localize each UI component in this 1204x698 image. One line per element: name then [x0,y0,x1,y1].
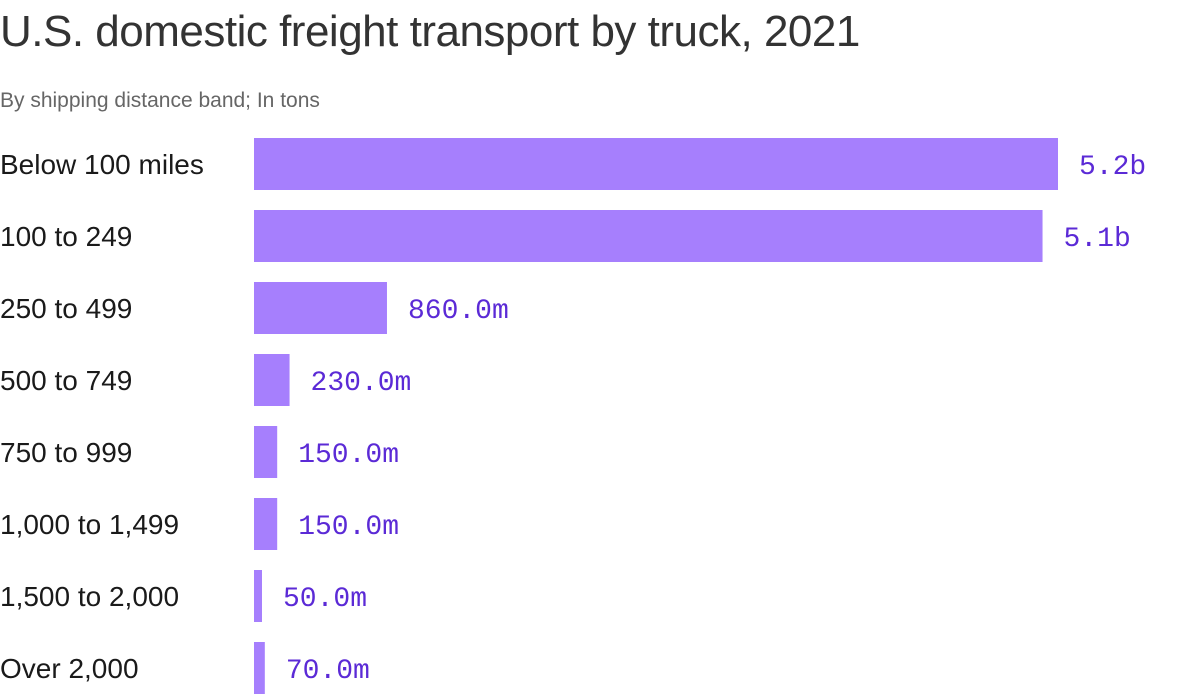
bar [254,426,278,478]
chart-title: U.S. domestic freight transport by truck… [0,7,860,56]
category-label: 250 to 499 [0,293,132,324]
category-label: 1,500 to 2,000 [0,581,179,612]
bar [254,210,1043,262]
category-label: Below 100 miles [0,149,204,180]
value-label: 150.0m [298,512,399,543]
value-label: 5.2b [1079,152,1146,183]
bar [254,498,278,550]
value-label: 5.1b [1064,224,1131,255]
value-label: 860.0m [408,296,509,327]
value-label: 150.0m [298,440,399,471]
bar [254,138,1058,190]
bar [254,354,290,406]
category-label: 100 to 249 [0,221,132,252]
bar [254,282,387,334]
bar [254,642,265,694]
category-label: 750 to 999 [0,437,132,468]
value-label: 230.0m [311,368,412,399]
category-label: 500 to 749 [0,365,132,396]
category-label: Over 2,000 [0,653,139,684]
bar [254,570,262,622]
category-label: 1,000 to 1,499 [0,509,179,540]
value-label: 50.0m [283,584,367,615]
value-label: 70.0m [286,656,370,687]
chart-subtitle: By shipping distance band; In tons [0,89,320,112]
